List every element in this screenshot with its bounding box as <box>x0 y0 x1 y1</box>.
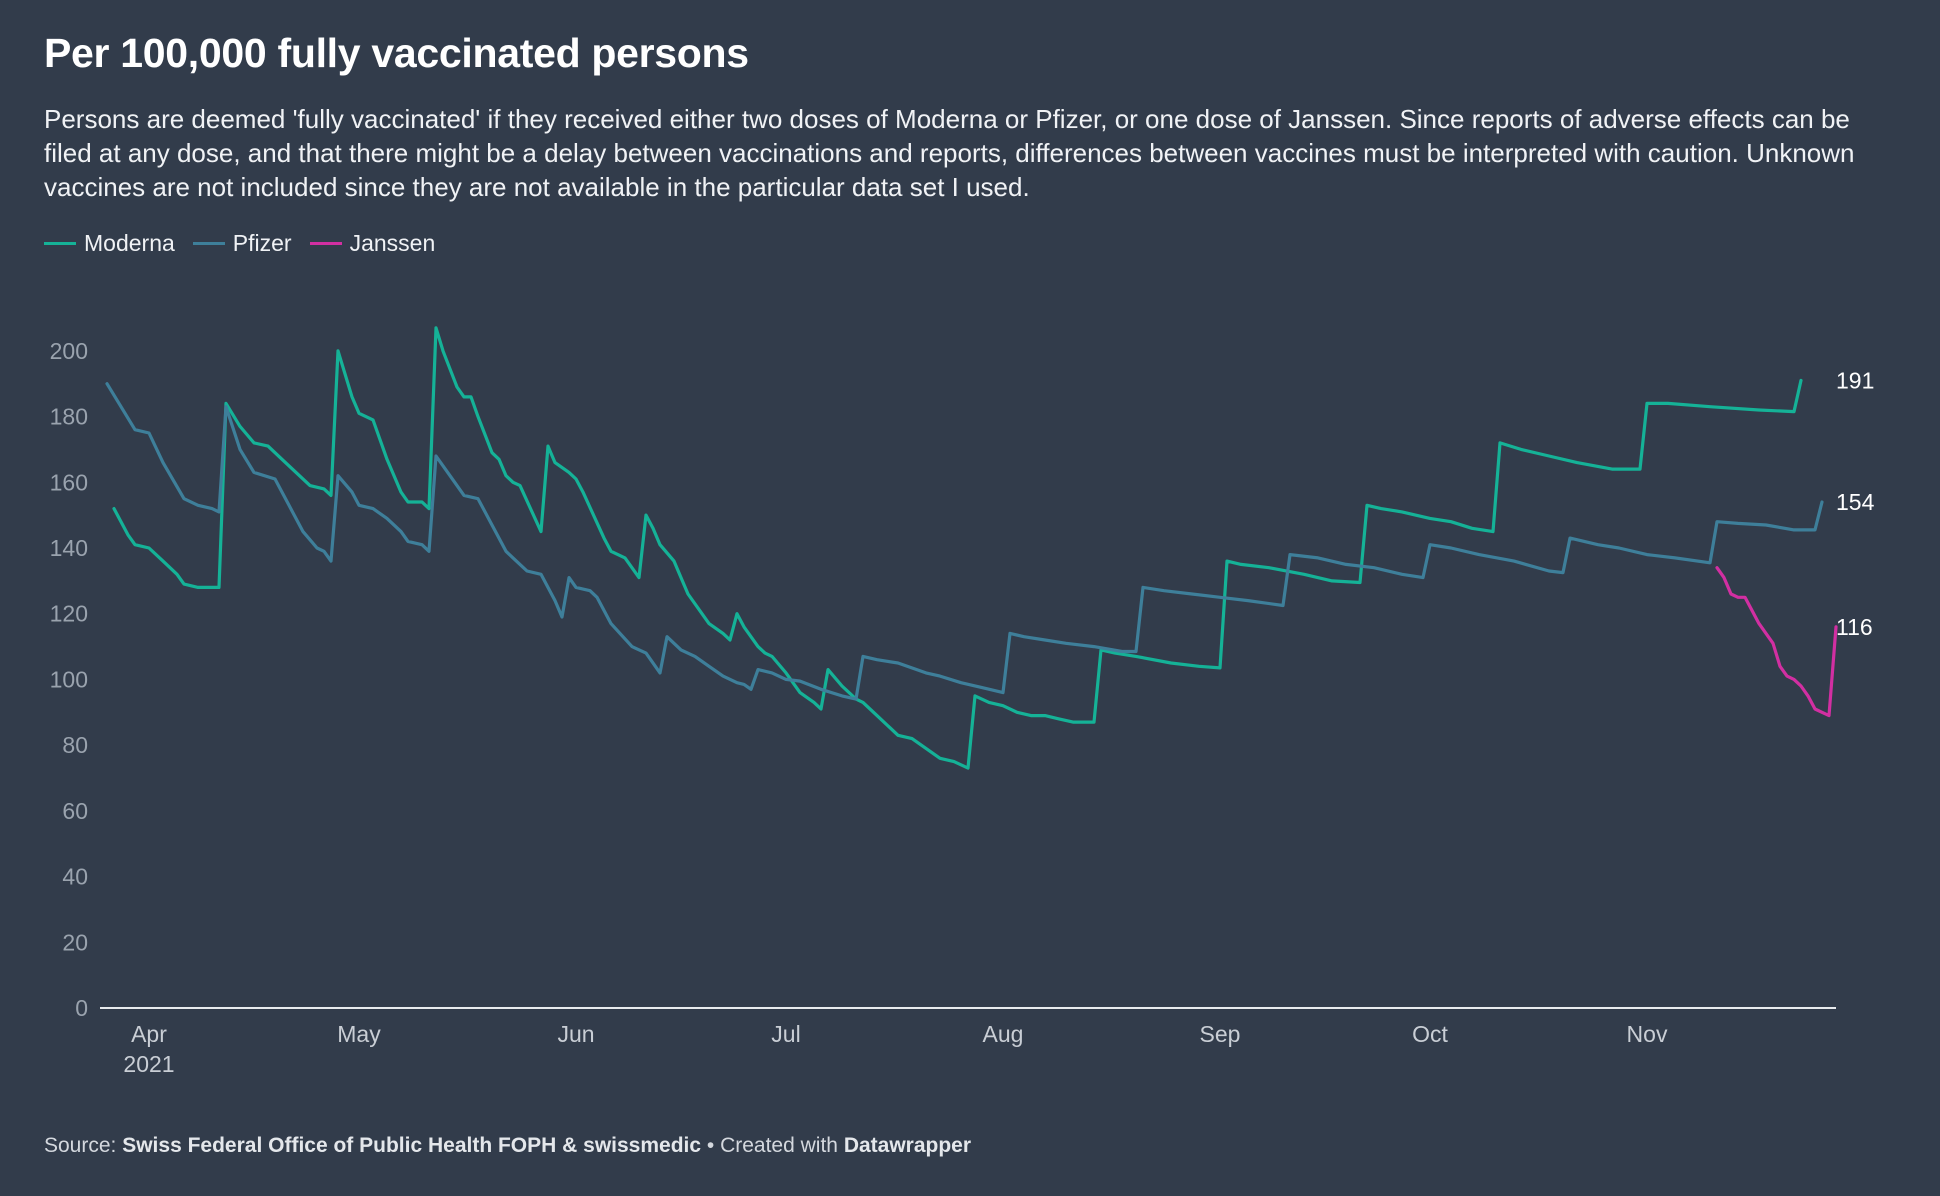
footer-credits: Source: Swiss Federal Office of Public H… <box>44 1134 971 1158</box>
x-tick-label: Nov <box>1627 1021 1668 1047</box>
y-tick-label: 40 <box>62 864 88 890</box>
tool-name: Datawrapper <box>843 1134 972 1157</box>
legend-item-moderna: Moderna <box>44 230 175 257</box>
legend-item-pfizer: Pfizer <box>192 230 292 257</box>
end-label-janssen: 116 <box>1836 614 1873 640</box>
y-tick-label: 80 <box>62 732 88 758</box>
x-tick-label: Jul <box>771 1021 800 1047</box>
y-tick-label: 200 <box>50 338 88 364</box>
x-tick-label: Aug <box>983 1021 1024 1047</box>
end-label-pfizer: 154 <box>1836 489 1875 515</box>
x-tick-sublabel: 2021 <box>123 1051 174 1077</box>
y-tick-label: 20 <box>62 929 88 955</box>
x-tick-label: Apr <box>131 1021 167 1047</box>
source-prefix: Source: <box>44 1134 123 1157</box>
series-line-janssen <box>1715 566 1838 718</box>
series-line-moderna <box>112 326 1803 770</box>
end-label-moderna: 191 <box>1836 367 1874 393</box>
y-tick-label: 140 <box>50 535 88 561</box>
y-tick-label: 60 <box>62 798 88 824</box>
legend-swatch-moderna <box>44 242 76 245</box>
x-tick-label: Oct <box>1412 1021 1448 1047</box>
legend-label-moderna: Moderna <box>84 230 175 256</box>
chart-subtitle: Persons are deemed 'fully vaccinated' if… <box>44 104 1855 202</box>
legend-swatch-pfizer <box>192 242 225 245</box>
y-tick-label: 0 <box>75 995 88 1021</box>
legend-swatch-janssen <box>309 242 342 245</box>
series-line-pfizer <box>105 382 1824 701</box>
y-tick-label: 100 <box>50 666 88 692</box>
legend-label-pfizer: Pfizer <box>232 230 292 256</box>
x-tick-label: May <box>337 1021 381 1047</box>
chart-legend: Moderna Pfizer Janssen <box>44 230 453 257</box>
chart-title: Per 100,000 fully vaccinated persons <box>44 30 749 76</box>
credit-separator: • Created with <box>701 1134 844 1157</box>
y-tick-label: 160 <box>50 469 88 495</box>
line-chart: 0 20 40 60 80 100 120 140 160 180 200 Apr 2021 May Jun… <box>50 326 1875 1077</box>
legend-label-janssen: Janssen <box>349 230 436 256</box>
x-tick-label: Jun <box>557 1021 594 1047</box>
x-tick-label: Sep <box>1200 1021 1241 1047</box>
y-tick-label: 120 <box>50 601 88 627</box>
legend-item-janssen: Janssen <box>309 230 436 257</box>
y-tick-label: 180 <box>50 404 88 430</box>
source-link: Swiss Federal Office of Public Health FO… <box>122 1134 702 1157</box>
